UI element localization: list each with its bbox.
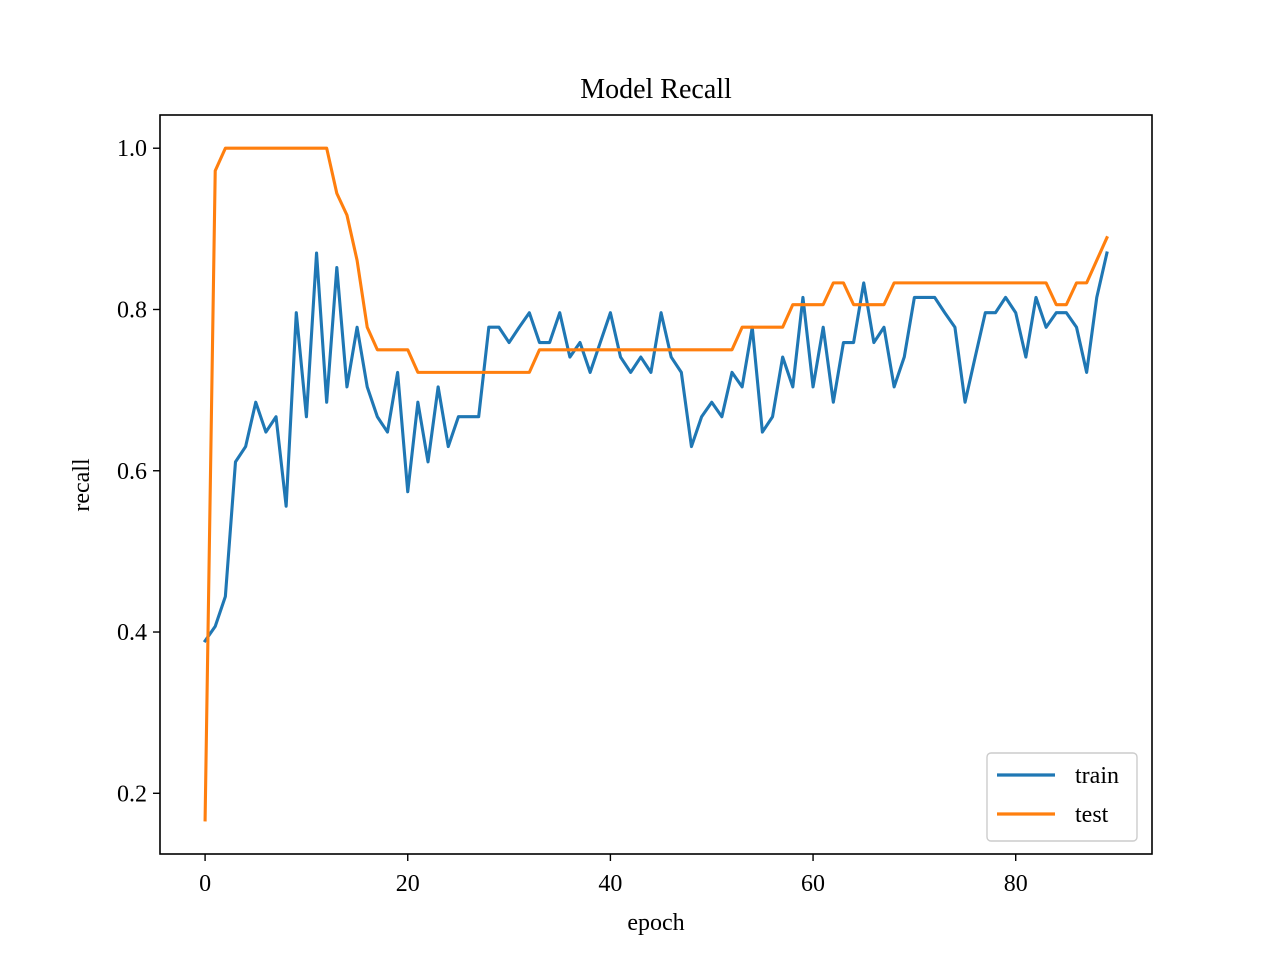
legend: train test — [986, 752, 1138, 842]
legend-label-test: test — [1075, 802, 1109, 828]
x-tick-label: 0 — [199, 871, 211, 897]
y-axis-label: recall — [69, 458, 95, 512]
legend-label-train: train — [1075, 763, 1119, 789]
x-tick-label: 80 — [1004, 871, 1028, 897]
y-tick-label: 1.0 — [117, 136, 147, 162]
x-axis-ticks: 0 20 40 60 80 — [199, 854, 1028, 897]
plot-lines — [202, 146, 1109, 822]
x-axis-label: epoch — [627, 910, 684, 936]
y-tick-label: 0.4 — [117, 620, 147, 646]
x-tick-label: 20 — [396, 871, 420, 897]
x-tick-label: 40 — [598, 871, 622, 897]
series-line-test — [203, 146, 1109, 822]
chart-title: Model Recall — [580, 74, 732, 105]
series-line-train — [202, 251, 1109, 644]
y-tick-label: 0.6 — [117, 459, 147, 485]
y-tick-label: 0.8 — [117, 297, 147, 323]
x-tick-label: 60 — [801, 871, 825, 897]
y-tick-label: 0.2 — [117, 781, 147, 807]
plot-frame — [159, 114, 1153, 855]
y-axis-ticks: 0.2 0.4 0.6 0.8 1.0 — [117, 136, 160, 807]
